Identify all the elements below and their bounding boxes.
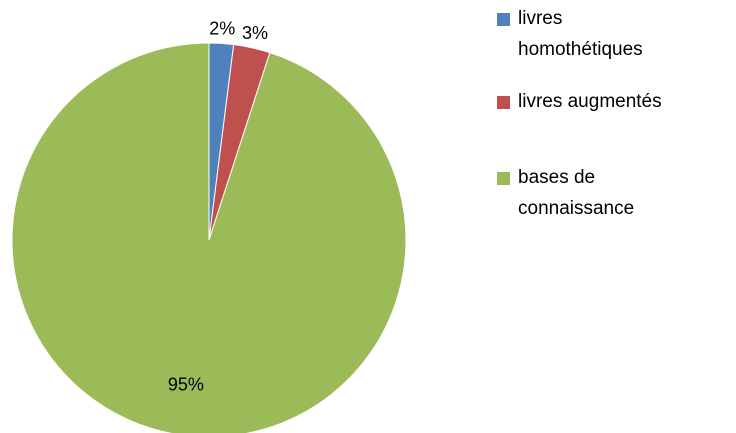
data-label: 95%	[168, 375, 204, 395]
legend-label: livres homothétiques	[518, 8, 643, 60]
legend-item: bases de connaissance	[497, 162, 732, 224]
legend-label: bases de connaissance	[518, 167, 635, 219]
pie-slice	[11, 42, 407, 433]
legend-swatch	[497, 172, 510, 185]
data-label: 3%	[242, 23, 268, 43]
data-label: 2%	[209, 18, 235, 38]
legend-label: livres augmentés	[518, 91, 662, 112]
legend-item: livres homothétiques	[497, 3, 732, 65]
legend-swatch	[497, 13, 510, 26]
legend-swatch	[497, 96, 510, 109]
legend-item: livres augmentés	[497, 86, 732, 117]
